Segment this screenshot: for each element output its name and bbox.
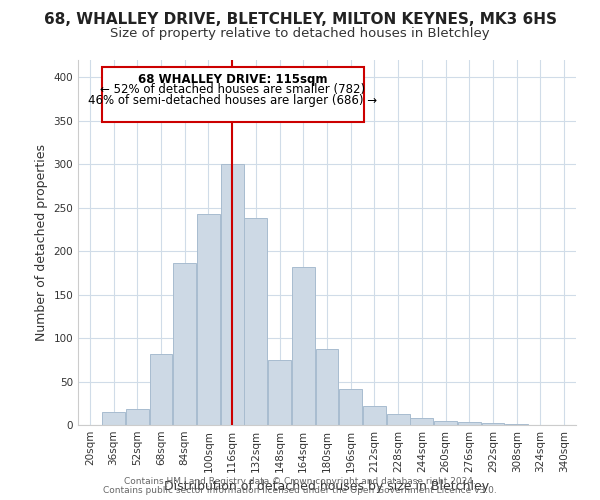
Y-axis label: Number of detached properties: Number of detached properties — [35, 144, 48, 341]
Bar — [410, 418, 433, 425]
Bar — [173, 264, 196, 425]
X-axis label: Distribution of detached houses by size in Bletchley: Distribution of detached houses by size … — [164, 480, 490, 494]
Bar — [126, 410, 149, 425]
Bar — [244, 218, 268, 425]
Text: Contains HM Land Registry data © Crown copyright and database right 2024.: Contains HM Land Registry data © Crown c… — [124, 477, 476, 486]
Bar — [197, 214, 220, 425]
Text: ← 52% of detached houses are smaller (782): ← 52% of detached houses are smaller (78… — [100, 84, 365, 96]
Text: 46% of semi-detached houses are larger (686) →: 46% of semi-detached houses are larger (… — [88, 94, 377, 107]
Bar — [386, 414, 410, 425]
Bar — [458, 422, 481, 425]
Text: 68, WHALLEY DRIVE, BLETCHLEY, MILTON KEYNES, MK3 6HS: 68, WHALLEY DRIVE, BLETCHLEY, MILTON KEY… — [44, 12, 557, 28]
Bar — [482, 424, 505, 425]
Bar — [102, 412, 125, 425]
Bar — [339, 388, 362, 425]
Bar — [434, 420, 457, 425]
Bar — [363, 406, 386, 425]
Text: Contains public sector information licensed under the Open Government Licence v3: Contains public sector information licen… — [103, 486, 497, 495]
Bar — [316, 348, 338, 425]
Text: 68 WHALLEY DRIVE: 115sqm: 68 WHALLEY DRIVE: 115sqm — [138, 73, 328, 86]
Bar — [292, 267, 315, 425]
Bar — [221, 164, 244, 425]
Bar — [149, 354, 172, 425]
Bar — [268, 360, 291, 425]
FancyBboxPatch shape — [102, 67, 364, 122]
Text: Size of property relative to detached houses in Bletchley: Size of property relative to detached ho… — [110, 28, 490, 40]
Bar — [505, 424, 528, 425]
